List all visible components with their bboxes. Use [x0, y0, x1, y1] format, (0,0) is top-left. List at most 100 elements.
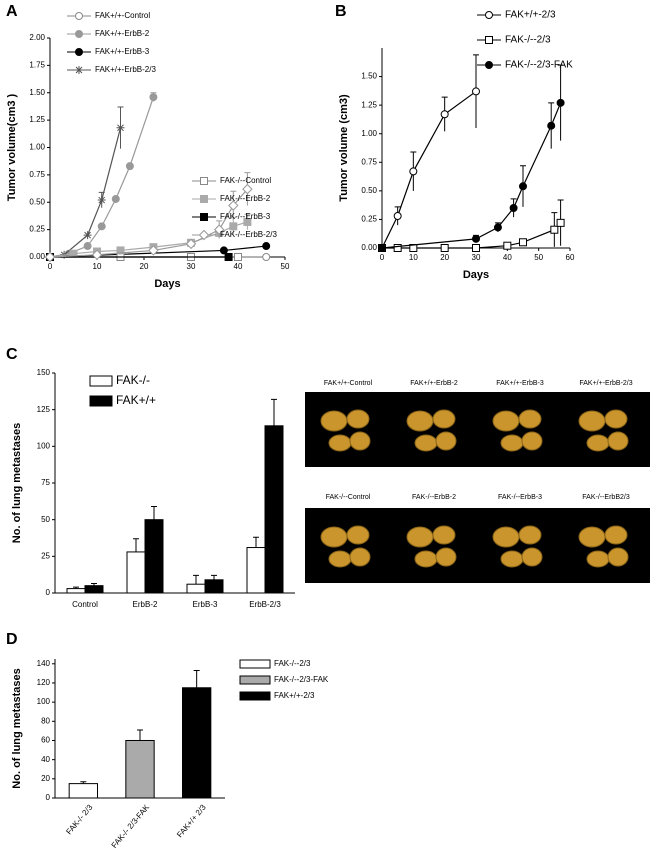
error-bar	[151, 505, 157, 520]
bar	[144, 519, 164, 594]
lung-lobe	[578, 410, 606, 432]
panel-letter: D	[6, 631, 18, 648]
error-bar	[133, 538, 139, 552]
marker	[556, 98, 565, 107]
lung-lobe	[500, 434, 524, 452]
marker	[116, 246, 125, 255]
marker	[200, 195, 208, 203]
marker	[75, 66, 83, 74]
x-tick-label: 10	[409, 253, 418, 262]
lung-lobe	[414, 550, 438, 568]
legend-swatch	[239, 691, 271, 701]
x-tick-label: FAK-/- 2/3-FAK	[110, 802, 152, 850]
marker	[229, 222, 238, 231]
marker	[198, 229, 210, 241]
marker	[75, 12, 83, 20]
lung-lobe	[435, 431, 457, 451]
series-line	[382, 222, 562, 249]
x-tick-label: Control	[72, 600, 98, 609]
x-tick-label: 20	[440, 253, 449, 262]
marker	[97, 222, 106, 231]
legend-label: FAK+/+-2/3	[505, 10, 556, 21]
lung-lobe	[578, 526, 606, 548]
y-tick-label: 60	[41, 736, 50, 745]
bar	[126, 551, 146, 594]
marker	[485, 36, 493, 44]
marker	[556, 218, 565, 227]
lung-lobe	[414, 434, 438, 452]
x-tick-label: 0	[48, 262, 53, 271]
lung-lobe	[406, 526, 434, 548]
bar	[204, 579, 224, 594]
legend-label: FAK-/--Control	[220, 176, 271, 185]
legend-label: FAK-/--ErbB-2/3	[220, 230, 277, 239]
legend-swatch	[239, 675, 271, 685]
series-line	[49, 96, 154, 258]
y-tick-label: 100	[37, 697, 51, 706]
lung-lobe	[492, 410, 520, 432]
y-tick-label: 1.00	[29, 143, 45, 152]
marker	[547, 121, 556, 130]
legend-swatch	[239, 659, 271, 669]
legend-swatch	[89, 375, 113, 387]
lung-lobe	[518, 409, 542, 429]
x-tick-label: 40	[503, 253, 512, 262]
legend-label: FAK-/--2/3	[505, 35, 551, 46]
marker	[200, 213, 208, 221]
photo-label: FAK+/+-ErbB-2	[410, 380, 458, 387]
legend-label: FAK-/-	[116, 373, 150, 387]
legend-label: FAK+/+-ErbB-2	[95, 29, 150, 38]
photo-label: FAK-/--Control	[326, 494, 371, 501]
y-tick-label: 75	[41, 478, 50, 487]
photo-label: FAK+/+-Control	[324, 380, 373, 387]
y-tick-label: 0.50	[29, 197, 45, 206]
marker	[234, 253, 242, 261]
x-tick-label: 10	[93, 262, 102, 271]
legend-label: FAK-/--ErbB-3	[220, 212, 271, 221]
y-tick-label: 1.25	[29, 115, 45, 124]
marker	[83, 242, 92, 251]
y-tick-label: 1.50	[361, 72, 377, 81]
legend-label: FAK+/+-ErbB-3	[95, 47, 150, 56]
marker	[472, 244, 480, 252]
lung-lobe	[604, 525, 628, 545]
x-tick-label: 40	[234, 262, 243, 271]
marker	[472, 234, 480, 243]
x-tick-label: ErbB-2	[133, 600, 158, 609]
legend-label: FAK-/--2/3-FAK	[505, 60, 573, 71]
marker	[200, 177, 208, 185]
marker	[262, 253, 271, 261]
y-tick-label: 140	[37, 659, 51, 668]
lung-lobe	[320, 410, 348, 432]
y-axis-label: Tumor volume (cm3)	[338, 94, 350, 202]
lung-lobe	[320, 526, 348, 548]
lung-lobe	[349, 431, 371, 451]
x-tick-label: ErbB-3	[193, 600, 218, 609]
y-axis-label: Tumor volume(cm3 )	[6, 93, 18, 201]
marker	[393, 212, 402, 220]
x-tick-label: 0	[380, 253, 385, 262]
x-axis-label: Days	[463, 269, 489, 281]
y-tick-label: 0.25	[29, 225, 45, 234]
marker	[440, 110, 449, 119]
x-tick-label: 60	[566, 253, 575, 262]
x-axis-label: Days	[154, 278, 180, 290]
series-line	[381, 102, 562, 249]
marker	[243, 217, 252, 226]
y-tick-label: 0	[46, 588, 51, 597]
y-tick-label: 0	[46, 793, 51, 802]
marker	[219, 246, 228, 255]
lung-lobe	[607, 547, 629, 567]
lung-lobe	[328, 434, 352, 452]
y-axis-label: No. of lung metastases	[11, 423, 23, 543]
x-tick-label: 30	[187, 262, 196, 271]
y-tick-label: 0.50	[361, 186, 377, 195]
y-tick-label: 80	[41, 716, 50, 725]
lung-lobe	[500, 550, 524, 568]
photo-label: FAK+/+-ErbB-3	[496, 380, 544, 387]
lung-lobe	[607, 431, 629, 451]
bar	[84, 585, 104, 594]
lung-lobe	[521, 547, 543, 567]
legend-label: FAK+/+-2/3	[274, 691, 315, 700]
marker	[509, 204, 518, 212]
